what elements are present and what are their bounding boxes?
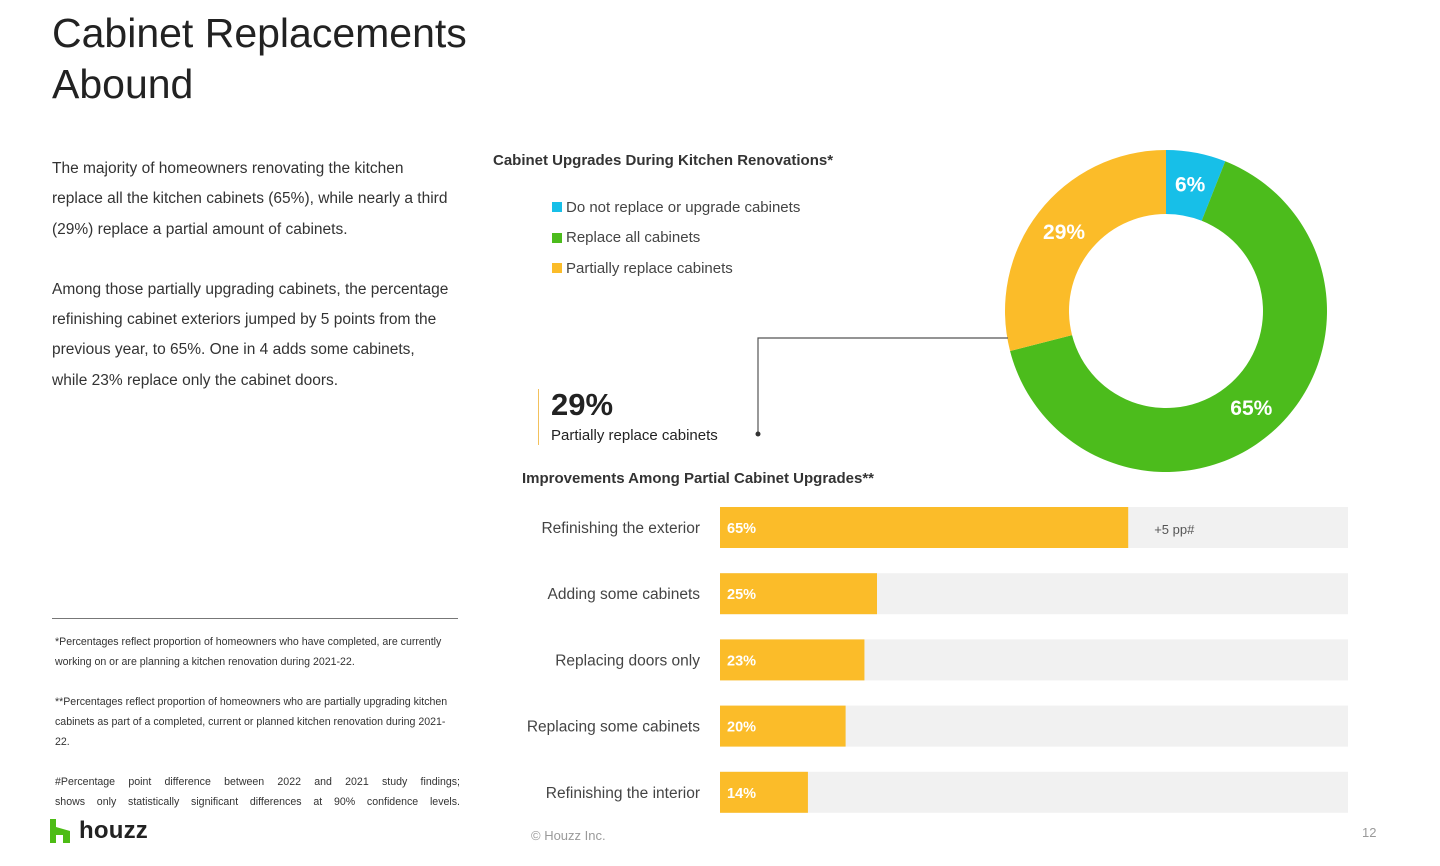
- connector-line: [757, 337, 1008, 434]
- bar-refinishing-the-exterior: [720, 507, 1129, 548]
- bar-value-label: 20%: [727, 720, 756, 736]
- bar-annotation: +5 pp#: [1154, 522, 1195, 537]
- footnote-divider: [52, 618, 458, 619]
- bar-category-label: Adding some cabinets: [547, 586, 700, 603]
- logo-mark-shape: [50, 819, 70, 843]
- callout-box: 29% Partially replace cabinets: [538, 389, 718, 445]
- footnote-3-line-2: shows only statistically significant dif…: [55, 796, 460, 808]
- legend-swatch-green: [552, 232, 562, 243]
- bar-adding-some-cabinets: [720, 573, 877, 615]
- logo-text: houzz: [79, 817, 148, 844]
- donut-legend: Do not replace or upgrade cabinets Repla…: [552, 192, 800, 284]
- legend-item-replace-all: Replace all cabinets: [552, 223, 800, 254]
- footnote-1: *Percentages reflect proportion of homeo…: [55, 636, 442, 668]
- houzz-logo: houzz: [50, 817, 148, 844]
- bar-value-label: 25%: [727, 587, 756, 603]
- legend-label: Replace all cabinets: [566, 229, 701, 247]
- bar-chart: Refinishing the exterior 65% +5 pp# Adding …: [527, 507, 1348, 813]
- legend-label: Partially replace cabinets: [566, 259, 733, 277]
- callout-connector: [755, 337, 1008, 437]
- footnote-2: **Percentages reflect proportion of home…: [55, 696, 448, 748]
- donut-chart-title: Cabinet Upgrades During Kitchen Renovati…: [493, 152, 834, 169]
- intro-paragraph-1: The majority of homeowners renovating th…: [52, 160, 448, 238]
- slice-replace-all-label: 65%: [1230, 397, 1272, 420]
- footnote-3-line-1: #Percentage point difference between 202…: [55, 776, 460, 788]
- bar-category-label: Replacing some cabinets: [527, 719, 700, 736]
- donut-chart: 6% 65% 29%: [1005, 150, 1327, 473]
- bar-category-label: Refinishing the interior: [546, 785, 700, 802]
- bar-replacing-some-cabinets: [720, 705, 846, 747]
- title-line-2: Abound: [52, 61, 194, 107]
- intro-text: The majority of homeowners renovating th…: [52, 154, 452, 396]
- legend-swatch-yellow: [552, 263, 562, 274]
- legend-label: Do not replace or upgrade cabinets: [566, 198, 801, 216]
- slice-no-replace: [1166, 150, 1226, 221]
- slice-partial: [1005, 150, 1166, 352]
- slice-no-replace-label: 6%: [1175, 173, 1206, 196]
- bar-value-label: 65%: [727, 521, 756, 537]
- legend-item-no-replace: Do not replace or upgrade cabinets: [552, 192, 800, 223]
- legend-swatch-blue: [552, 202, 562, 213]
- bar-value-label: 23%: [727, 653, 756, 669]
- bar-refinishing-the-interior: [720, 771, 808, 813]
- bar-replacing-doors-only: [720, 639, 865, 681]
- callout-value: 29%: [551, 387, 614, 422]
- page-number: 12: [1362, 825, 1377, 840]
- houzz-mark-icon: [50, 819, 70, 843]
- footnote-3: #Percentage point difference between 202…: [55, 772, 460, 812]
- bar-value-label: 14%: [727, 786, 756, 802]
- bar-track-refinishing-the-interior: [720, 771, 1348, 813]
- callout-label: Partially replace cabinets: [551, 427, 718, 444]
- connector-dot: [755, 431, 761, 437]
- title-line-1: Cabinet Replacements: [52, 10, 467, 56]
- page-title: Cabinet Replacements Abound: [52, 8, 572, 110]
- copyright: © Houzz Inc.: [531, 828, 606, 843]
- bar-category-label: Replacing doors only: [555, 652, 700, 669]
- legend-item-partial: Partially replace cabinets: [552, 253, 800, 284]
- slice-partial-label: 29%: [1043, 221, 1085, 244]
- bar-category-label: Refinishing the exterior: [541, 520, 700, 537]
- slice-replace-all: [1010, 161, 1327, 473]
- intro-paragraph-2: Among those partially upgrading cabinets…: [52, 280, 449, 389]
- bar-chart-title: Improvements Among Partial Cabinet Upgra…: [522, 470, 875, 487]
